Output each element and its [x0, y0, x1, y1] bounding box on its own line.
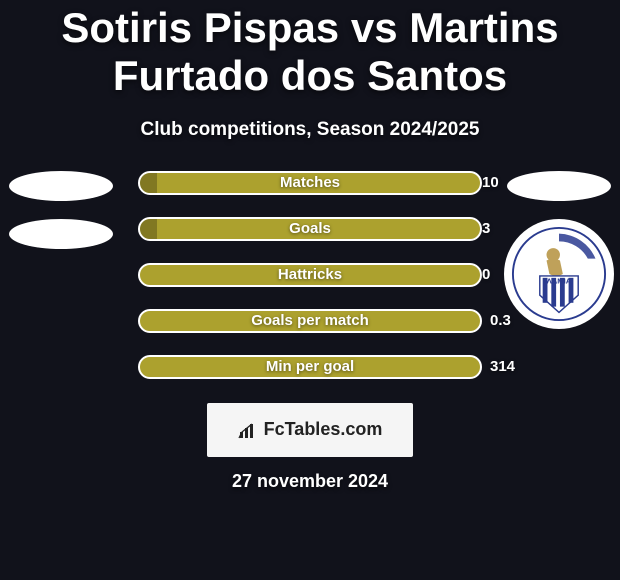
- comparison-area: ΛΑΜΙΑ Matches10 Goals3 Hattricks0 Goals per…: [0, 171, 620, 379]
- placeholder-oval: [9, 219, 113, 249]
- date-text: 27 november 2024: [0, 471, 620, 492]
- stat-bar: Goals3: [138, 217, 482, 241]
- stat-value-right: 314: [490, 357, 516, 377]
- page-title: Sotiris Pispas vs Martins Furtado dos Sa…: [0, 0, 620, 101]
- svg-text:ΛΑΜΙΑ: ΛΑΜΙΑ: [547, 276, 572, 285]
- brand-text: FcTables.com: [264, 419, 383, 440]
- stat-bar: Matches10: [138, 171, 482, 195]
- stat-bar: Hattricks0: [138, 263, 482, 287]
- right-player-badges: ΛΑΜΙΑ: [504, 171, 614, 329]
- bar-chart-icon: [238, 420, 258, 440]
- stat-value-right: 0: [482, 265, 508, 285]
- left-player-badges: [6, 171, 116, 249]
- stat-value-right: 10: [482, 173, 508, 193]
- stat-label: Min per goal: [140, 357, 480, 377]
- stat-value-right: 0.3: [490, 311, 516, 331]
- placeholder-oval: [507, 171, 611, 201]
- placeholder-oval: [9, 171, 113, 201]
- stat-label: Hattricks: [140, 265, 480, 285]
- subtitle: Club competitions, Season 2024/2025: [0, 119, 620, 141]
- stat-bars: Matches10 Goals3 Hattricks0 Goals per match…: [138, 171, 482, 379]
- lamia-crest: ΛΑΜΙΑ: [504, 219, 614, 329]
- stat-label: Matches: [140, 173, 480, 193]
- stat-bar: Goals per match0.3: [138, 309, 482, 333]
- brand-logo: FcTables.com: [207, 403, 413, 457]
- stat-label: Goals per match: [140, 311, 480, 331]
- stat-bar: Min per goal314: [138, 355, 482, 379]
- stat-value-right: 3: [482, 219, 508, 239]
- stat-label: Goals: [140, 219, 480, 239]
